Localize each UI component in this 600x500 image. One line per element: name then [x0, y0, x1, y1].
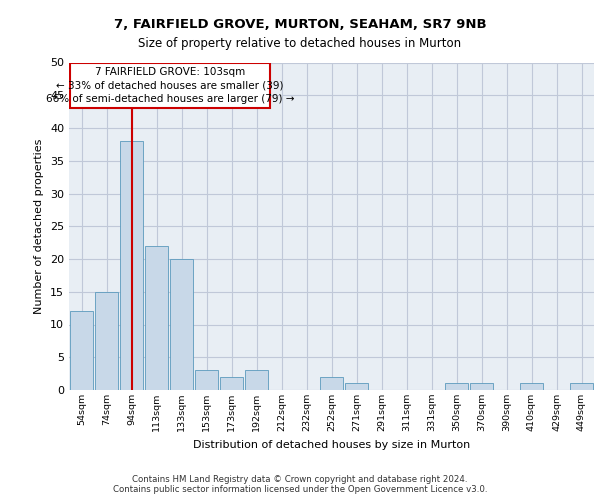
Text: Size of property relative to detached houses in Murton: Size of property relative to detached ho…: [139, 38, 461, 51]
Bar: [520, 384, 544, 390]
Text: 66% of semi-detached houses are larger (79) →: 66% of semi-detached houses are larger (…: [46, 94, 294, 104]
Text: Contains HM Land Registry data © Crown copyright and database right 2024.
Contai: Contains HM Land Registry data © Crown c…: [113, 474, 487, 494]
Bar: [194, 370, 218, 390]
Bar: [170, 259, 193, 390]
Bar: [569, 384, 593, 390]
Bar: [119, 141, 143, 390]
Y-axis label: Number of detached properties: Number of detached properties: [34, 138, 44, 314]
Bar: [220, 377, 244, 390]
Bar: [470, 384, 493, 390]
X-axis label: Distribution of detached houses by size in Murton: Distribution of detached houses by size …: [193, 440, 470, 450]
Text: 7 FAIRFIELD GROVE: 103sqm: 7 FAIRFIELD GROVE: 103sqm: [95, 68, 245, 78]
Bar: [245, 370, 268, 390]
Text: ← 33% of detached houses are smaller (39): ← 33% of detached houses are smaller (39…: [56, 80, 284, 90]
Bar: [70, 312, 94, 390]
Text: 7, FAIRFIELD GROVE, MURTON, SEAHAM, SR7 9NB: 7, FAIRFIELD GROVE, MURTON, SEAHAM, SR7 …: [113, 18, 487, 30]
Bar: [95, 292, 118, 390]
Bar: [344, 384, 368, 390]
Bar: [145, 246, 169, 390]
FancyBboxPatch shape: [70, 62, 270, 108]
Bar: [320, 377, 343, 390]
Bar: [445, 384, 469, 390]
